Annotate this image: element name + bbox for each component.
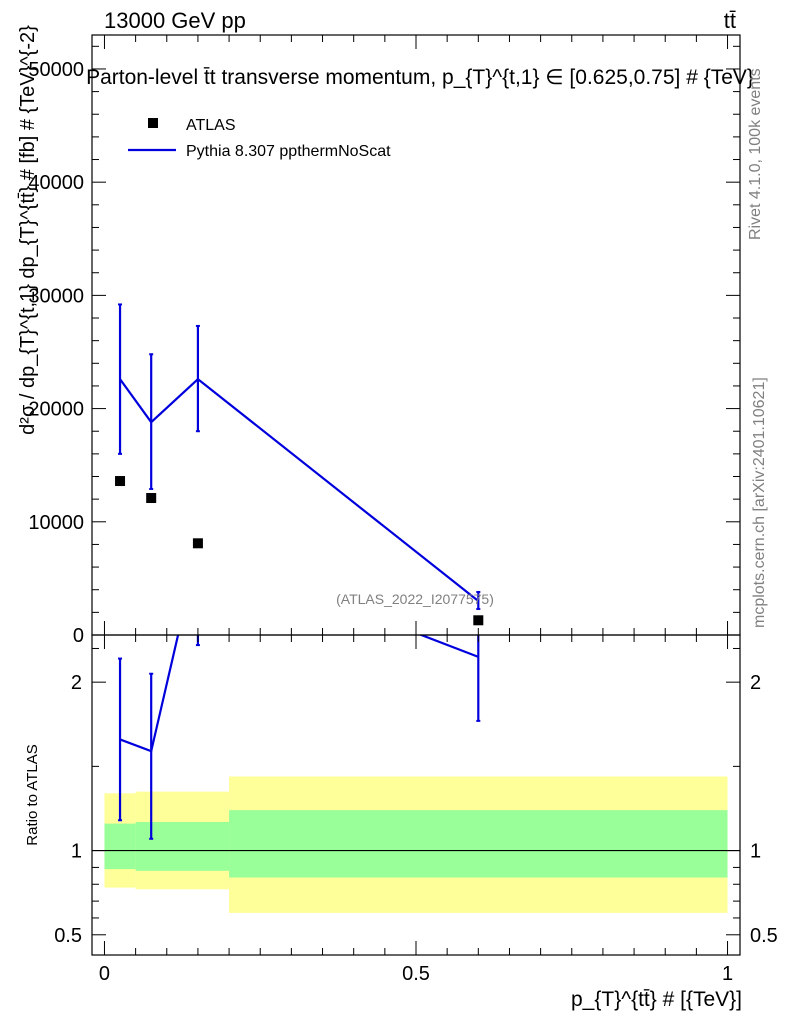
main-y-tick-label: 30000: [28, 285, 84, 307]
legend-atlas-label: ATLAS: [186, 117, 236, 134]
ratio-band-green: [104, 823, 136, 870]
main-y-tick-label: 50000: [28, 59, 84, 81]
legend-atlas-marker: [148, 118, 158, 128]
x-axis-label: p_{T}^{tt̄} # [{TeV}]: [571, 988, 742, 1011]
side-text-bottom: mcplots.cern.ch [arXiv:2401.10621]: [751, 377, 768, 628]
header-right: tt̄: [724, 8, 736, 33]
atlas-point: [473, 615, 484, 626]
ratio-y-label: Ratio to ATLAS: [24, 744, 41, 845]
ratio-y-tick-label: 1: [71, 841, 82, 863]
atlas-point: [115, 476, 126, 487]
header-left: 13000 GeV pp: [104, 8, 246, 33]
side-text-top: Rivet 4.1.0, 100k events: [747, 68, 764, 240]
atlas-point: [146, 493, 157, 504]
ratio-band-green: [229, 810, 728, 878]
legend: ATLAS Pythia 8.307 ppthermNoScat: [128, 117, 391, 160]
ratio-y-tick-label-right: 2: [750, 672, 761, 694]
atlas-point: [192, 538, 203, 549]
ratio-y-tick-label: 0.5: [54, 925, 82, 947]
ratio-y-tick-label: 2: [71, 672, 82, 694]
main-y-tick-label: 10000: [28, 512, 84, 534]
pythia-line: [119, 377, 479, 602]
main-y-label: d²σ / dp_{T}^{t,1} dp_{T}^{tt̄} # [fb] #…: [17, 25, 39, 435]
ratio-y-tick-label-right: 1: [750, 841, 761, 863]
ratio-plot-area: [92, 776, 740, 913]
x-tick-label: 0.5: [402, 963, 430, 985]
ratio-series-layer: [118, 635, 481, 840]
main-title: Parton-level t̄t transverse momentum, p_…: [86, 66, 754, 89]
x-tick-label: 1: [722, 963, 733, 985]
main-ticks: 0 10000 20000 30000 40000 50000: [28, 35, 740, 647]
main-y-tick-label: 20000: [28, 399, 84, 421]
ratio-pythia-line: [119, 635, 479, 753]
main-y-tick-label: 0: [73, 625, 84, 647]
ratio-ticks: 0 0.5 1 0.5 0.5 1 1 2 2: [54, 635, 778, 985]
main-y-tick-label: 40000: [28, 172, 84, 194]
x-tick-label: 0: [99, 963, 110, 985]
watermark: (ATLAS_2022_I2077575): [336, 591, 494, 607]
ratio-y-tick-label-right: 0.5: [750, 925, 778, 947]
legend-pythia-label: Pythia 8.307 ppthermNoScat: [186, 143, 391, 160]
ratio-band-green: [135, 821, 230, 871]
main-series-layer: [115, 303, 484, 626]
